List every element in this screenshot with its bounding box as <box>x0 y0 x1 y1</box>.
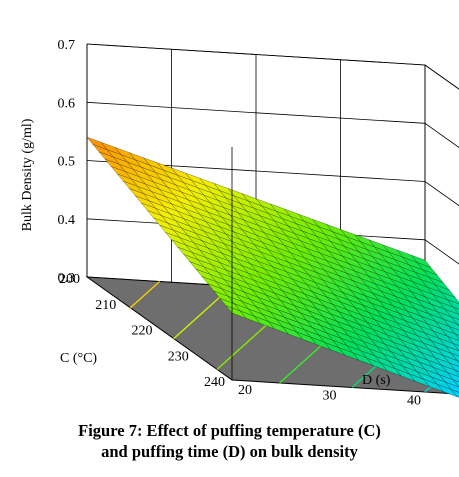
z-tick-label: 0.3 <box>58 271 76 286</box>
surface-chart: 0.3 0.4 0.5 0.6 0.7 200 210 220 230 240 … <box>20 38 459 409</box>
c-tick-label: 230 <box>168 349 189 364</box>
caption-line-1: Figure 7: Effect of puffing temperature … <box>78 421 381 440</box>
d-tick-label: 40 <box>407 394 421 409</box>
z-axis-tick-labels: 0.3 0.4 0.5 0.6 0.7 <box>58 38 76 286</box>
axes-frame <box>86 43 459 380</box>
c-axis-tick-labels: 200 210 220 230 240 <box>59 272 225 390</box>
d-axis-label: D (s) <box>362 373 391 388</box>
c-tick-label: 220 <box>132 324 153 339</box>
d-tick-label: 30 <box>323 388 337 403</box>
z-tick-label: 0.6 <box>58 96 76 111</box>
c-tick-label: 210 <box>95 298 116 313</box>
c-tick-label: 240 <box>204 375 225 390</box>
c-tick-label: 200 <box>59 272 80 287</box>
z-tick-label: 0.7 <box>58 38 76 53</box>
z-axis-label: Bulk Density (g/ml) <box>20 118 35 231</box>
d-tick-label: 20 <box>238 383 252 398</box>
frame-top-edge <box>86 43 459 90</box>
c-axis-label: C (°C) <box>60 351 97 366</box>
caption-line-2: and puffing time (D) on bulk density <box>101 442 358 461</box>
surface-cell <box>225 305 247 319</box>
z-tick-label: 0.5 <box>58 155 76 170</box>
figure-caption: Figure 7: Effect of puffing temperature … <box>0 420 459 462</box>
d-axis-tick-labels: 20 30 40 50 60 <box>238 383 421 409</box>
contour-line <box>129 280 161 309</box>
z-tick-label: 0.4 <box>58 213 76 228</box>
response-surface <box>86 136 459 398</box>
